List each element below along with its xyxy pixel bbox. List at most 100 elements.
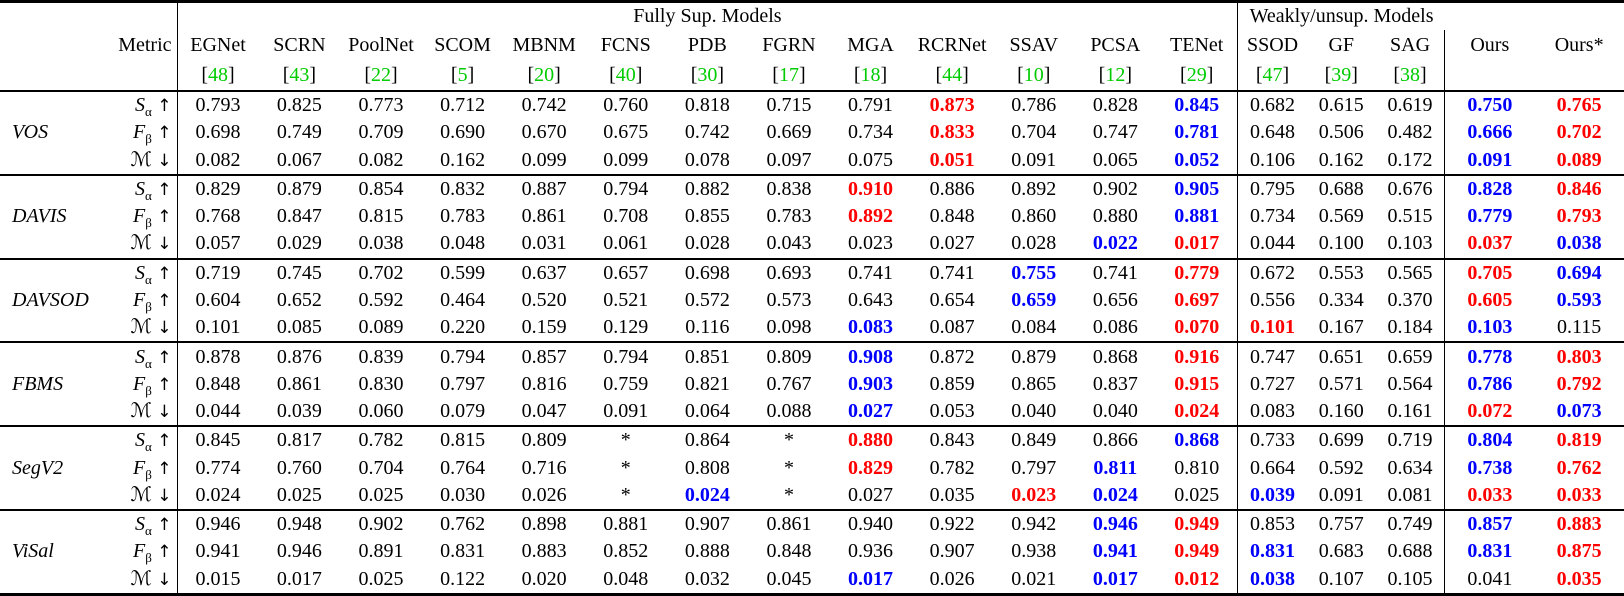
value: 0.045 bbox=[766, 567, 812, 590]
value: 0.855 bbox=[684, 205, 730, 228]
value: 0.745 bbox=[276, 261, 322, 284]
value: 0.908 bbox=[848, 345, 894, 368]
value: 0.657 bbox=[603, 261, 649, 284]
val-FBMS-mae-PDB: 0.064 bbox=[667, 398, 749, 426]
val-ViSal-mae-FCNS: 0.048 bbox=[585, 565, 667, 594]
metric-symbol: ℳ bbox=[130, 232, 152, 255]
val-FBMS-mae-MBNM: 0.047 bbox=[503, 398, 585, 426]
value: 0.946 bbox=[276, 540, 322, 563]
value: 0.741 bbox=[848, 261, 894, 284]
val-DAVSOD-mae-PCSA: 0.086 bbox=[1075, 314, 1157, 342]
cite-bracket-open: [ bbox=[1017, 64, 1024, 86]
dataset-name: FBMS bbox=[12, 372, 64, 395]
val-FBMS-s-alpha-SAG: 0.659 bbox=[1375, 341, 1446, 371]
value: 0.656 bbox=[1092, 288, 1138, 311]
cite-number: 5 bbox=[457, 64, 468, 86]
metric-symbol: S bbox=[135, 513, 146, 536]
value: 0.648 bbox=[1250, 121, 1296, 144]
value: 0.683 bbox=[1318, 540, 1364, 563]
dataset-name: DAVIS bbox=[12, 205, 67, 228]
value: 0.017 bbox=[1174, 232, 1220, 255]
metric-subscript: α bbox=[145, 271, 152, 287]
val-DAVSOD-s-alpha-PoolNet: 0.702 bbox=[340, 257, 422, 287]
val-DAVSOD-s-alpha-EGNet: 0.719 bbox=[177, 257, 259, 287]
val-SegV2-mae-SCOM: 0.030 bbox=[422, 482, 504, 510]
val-DAVSOD-mae-SSOD: 0.101 bbox=[1238, 314, 1307, 342]
value: 0.762 bbox=[1556, 456, 1602, 479]
val-DAVSOD-mae-TENet: 0.070 bbox=[1156, 313, 1239, 343]
metric-label-f-beta: Fβ ↑ bbox=[95, 203, 178, 231]
value: 0.786 bbox=[1011, 94, 1057, 117]
value: 0.848 bbox=[929, 205, 975, 228]
val-ViSal-s-alpha-SAG: 0.749 bbox=[1375, 508, 1446, 539]
model-name-label: SCOM bbox=[434, 34, 491, 56]
value: 0.553 bbox=[1318, 261, 1364, 284]
val-DAVSOD-mae-RCRNet: 0.087 bbox=[911, 314, 993, 342]
value: 0.791 bbox=[848, 94, 894, 117]
val-ViSal-mae-PCSA: 0.017 bbox=[1075, 565, 1157, 594]
val-DAVIS-s-alpha-SAG: 0.676 bbox=[1375, 173, 1446, 204]
value: 0.886 bbox=[929, 177, 975, 200]
value: 0.898 bbox=[521, 513, 567, 536]
val-SegV2-mae-FGRN: * bbox=[748, 482, 830, 510]
value: 0.868 bbox=[1092, 345, 1138, 368]
val-DAVSOD-s-alpha-SCRN: 0.745 bbox=[258, 257, 341, 287]
value: 0.172 bbox=[1387, 148, 1433, 171]
cite-bracket-close: ] bbox=[467, 64, 475, 86]
value: 0.712 bbox=[440, 94, 486, 117]
value: 0.727 bbox=[1250, 372, 1296, 395]
value: 0.672 bbox=[1250, 261, 1296, 284]
val-DAVIS-f-beta-EGNet: 0.768 bbox=[177, 203, 259, 230]
val-ViSal-mae-MGA: 0.017 bbox=[830, 565, 912, 594]
val-DAVIS-s-alpha-MBNM: 0.887 bbox=[503, 173, 585, 204]
value: 0.936 bbox=[848, 540, 894, 563]
value: 0.572 bbox=[684, 288, 730, 311]
val-FBMS-f-beta-GF: 0.571 bbox=[1307, 371, 1376, 398]
value: 0.592 bbox=[1318, 456, 1364, 479]
cite-bracket-open: [ bbox=[690, 64, 698, 86]
val-VOS-s-alpha-RCRNet: 0.873 bbox=[911, 91, 993, 119]
value: 0.099 bbox=[521, 148, 567, 171]
value: 0.088 bbox=[766, 399, 812, 422]
val-VOS-s-alpha-TENet: 0.845 bbox=[1156, 91, 1239, 120]
value: 0.854 bbox=[358, 177, 404, 200]
val-FBMS-s-alpha-PoolNet: 0.839 bbox=[340, 341, 422, 371]
value: 0.061 bbox=[603, 232, 649, 255]
group-header-fully: Fully Sup. Models bbox=[177, 1, 1239, 30]
value: 0.831 bbox=[1250, 540, 1296, 563]
val-DAVSOD-mae-GF: 0.167 bbox=[1307, 314, 1376, 342]
value: 0.105 bbox=[1387, 567, 1433, 590]
val-FBMS-mae-PCSA: 0.040 bbox=[1075, 398, 1157, 426]
cite-bracket-close: ] bbox=[962, 64, 969, 86]
val-DAVIS-s-alpha-Ours: 0.828 bbox=[1444, 173, 1535, 204]
value: 0.082 bbox=[195, 148, 241, 171]
val-SegV2-f-beta-SAG: 0.634 bbox=[1375, 454, 1446, 482]
metric-label-mae: ℳ ↓ bbox=[95, 230, 178, 259]
val-ViSal-mae-EGNet: 0.015 bbox=[177, 565, 259, 594]
cite-bracket-open: [ bbox=[201, 64, 209, 86]
val-FBMS-f-beta-PDB: 0.821 bbox=[667, 371, 749, 398]
value: 0.837 bbox=[1092, 372, 1138, 395]
value: 0.797 bbox=[1011, 456, 1057, 479]
value: 0.794 bbox=[603, 177, 649, 200]
val-ViSal-s-alpha-GF: 0.757 bbox=[1306, 508, 1376, 539]
val-DAVSOD-f-beta-TENet: 0.697 bbox=[1156, 286, 1239, 314]
value: 0.031 bbox=[521, 232, 567, 255]
model-header-PDB: PDB bbox=[667, 30, 749, 61]
value: 0.043 bbox=[766, 232, 812, 255]
val-ViSal-f-beta-Ours*: 0.875 bbox=[1534, 538, 1624, 565]
val-DAVIS-s-alpha-SSOD: 0.795 bbox=[1237, 173, 1307, 204]
val-DAVIS-mae-PCSA: 0.022 bbox=[1075, 230, 1157, 258]
val-FBMS-mae-SCOM: 0.079 bbox=[422, 398, 504, 426]
val-ViSal-f-beta-MGA: 0.936 bbox=[830, 538, 912, 565]
value: 0.949 bbox=[1174, 513, 1220, 536]
value: 0.859 bbox=[929, 372, 975, 395]
cite-bracket-open: [ bbox=[853, 64, 861, 86]
val-DAVIS-mae-PDB: 0.028 bbox=[667, 230, 749, 258]
val-SegV2-f-beta-GF: 0.592 bbox=[1307, 454, 1376, 481]
metric-direction-arrow: ↑ bbox=[151, 431, 172, 452]
val-ViSal-f-beta-EGNet: 0.941 bbox=[177, 538, 259, 565]
value: 0.039 bbox=[1250, 483, 1296, 506]
value: 0.032 bbox=[684, 567, 730, 590]
val-DAVSOD-s-alpha-TENet: 0.779 bbox=[1156, 257, 1239, 287]
